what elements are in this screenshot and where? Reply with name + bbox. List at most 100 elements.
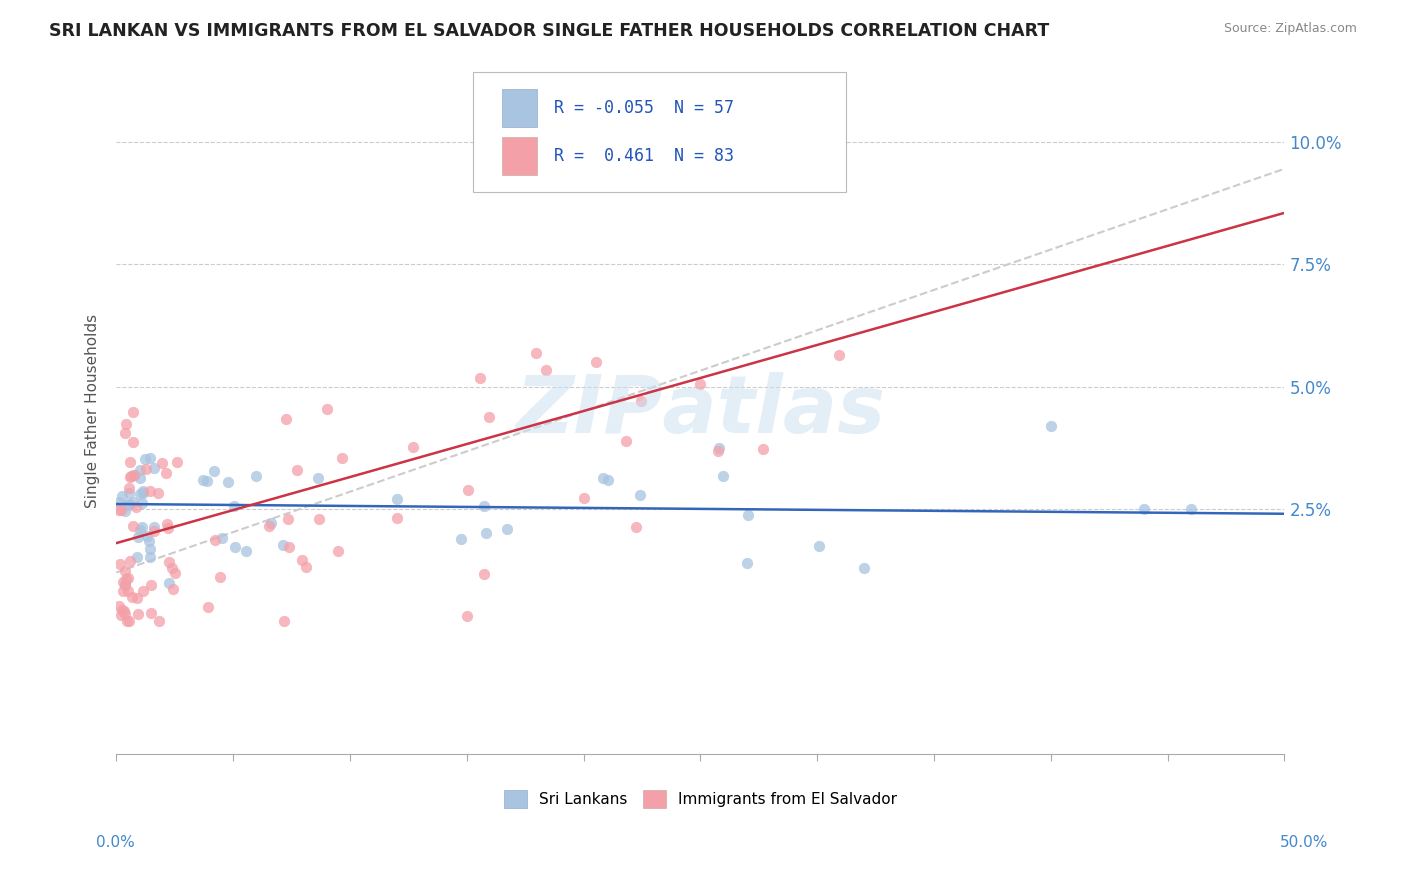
Point xyxy=(307,471,329,485)
Point xyxy=(117,615,139,629)
Point xyxy=(709,441,731,455)
Bar xyxy=(502,137,537,175)
Point xyxy=(155,517,177,532)
Point xyxy=(759,160,782,174)
Point xyxy=(260,516,283,530)
Point xyxy=(131,496,153,510)
Point xyxy=(737,508,759,522)
Point xyxy=(132,484,155,499)
Point xyxy=(118,455,141,469)
Point xyxy=(308,512,330,526)
Point xyxy=(143,524,166,538)
Point xyxy=(118,485,141,500)
Point xyxy=(326,544,349,558)
Point xyxy=(807,539,830,553)
Point xyxy=(155,466,177,480)
Point xyxy=(150,456,173,470)
Point xyxy=(110,607,132,622)
Point xyxy=(852,560,875,574)
Point xyxy=(139,542,162,557)
Point xyxy=(628,487,651,501)
Point xyxy=(115,417,138,431)
Point xyxy=(385,492,408,507)
Point xyxy=(143,519,166,533)
Point xyxy=(125,591,148,606)
Point xyxy=(129,487,152,501)
Point xyxy=(157,576,180,591)
Point xyxy=(122,468,145,483)
Point xyxy=(110,603,132,617)
Point xyxy=(711,468,734,483)
Y-axis label: Single Father Households: Single Father Households xyxy=(86,314,100,508)
Point xyxy=(330,450,353,465)
Point xyxy=(127,607,149,621)
Point xyxy=(114,607,136,622)
Point xyxy=(572,491,595,505)
Point xyxy=(191,473,214,487)
Point xyxy=(585,355,607,369)
Point xyxy=(211,531,233,545)
Point xyxy=(139,550,162,565)
Point xyxy=(224,540,246,554)
Point xyxy=(148,615,170,629)
Point xyxy=(127,549,149,564)
Legend: Sri Lankans, Immigrants from El Salvador: Sri Lankans, Immigrants from El Salvador xyxy=(498,783,903,814)
Point xyxy=(751,442,773,456)
Point xyxy=(257,519,280,533)
Point xyxy=(735,556,758,570)
Point xyxy=(136,529,159,543)
Point xyxy=(596,473,619,487)
Point xyxy=(120,468,142,483)
Point xyxy=(630,394,652,409)
Point xyxy=(277,512,299,526)
Point xyxy=(108,494,131,508)
Point xyxy=(385,511,408,525)
Point xyxy=(132,486,155,500)
Point xyxy=(120,554,142,568)
Point xyxy=(121,518,143,533)
Point xyxy=(117,583,139,598)
Point xyxy=(122,467,145,482)
Point xyxy=(108,599,131,614)
Point xyxy=(160,561,183,575)
Point xyxy=(128,471,150,485)
Point xyxy=(524,345,547,359)
Point xyxy=(146,486,169,500)
Point xyxy=(496,522,519,536)
Point xyxy=(108,557,131,571)
Text: Source: ZipAtlas.com: Source: ZipAtlas.com xyxy=(1223,22,1357,36)
Point xyxy=(1039,418,1062,433)
Point xyxy=(129,523,152,537)
Point xyxy=(118,481,141,495)
Point xyxy=(592,471,614,485)
Point xyxy=(828,348,851,362)
Point xyxy=(118,498,141,512)
Point xyxy=(115,615,138,629)
Point xyxy=(114,578,136,592)
Text: ZIP​atlas: ZIP​atlas xyxy=(515,372,886,450)
Point xyxy=(456,609,478,624)
Point xyxy=(278,541,301,555)
Point xyxy=(139,451,162,466)
Point xyxy=(122,434,145,449)
Text: SRI LANKAN VS IMMIGRANTS FROM EL SALVADOR SINGLE FATHER HOUSEHOLDS CORRELATION C: SRI LANKAN VS IMMIGRANTS FROM EL SALVADO… xyxy=(49,22,1049,40)
Point xyxy=(117,571,139,585)
Point xyxy=(142,460,165,475)
Point xyxy=(475,525,498,540)
Point xyxy=(112,604,135,618)
Text: R =  0.461  N = 83: R = 0.461 N = 83 xyxy=(554,147,734,165)
Point xyxy=(132,583,155,598)
Point xyxy=(1180,501,1202,516)
Point xyxy=(204,533,226,547)
Point xyxy=(114,564,136,578)
Point xyxy=(111,489,134,503)
Point xyxy=(197,600,219,615)
Point xyxy=(134,451,156,466)
Point xyxy=(157,520,180,534)
Point xyxy=(276,412,298,426)
Point xyxy=(287,463,309,477)
Point xyxy=(138,533,160,548)
Point xyxy=(127,531,149,545)
Point xyxy=(202,464,225,478)
Point xyxy=(294,560,316,574)
